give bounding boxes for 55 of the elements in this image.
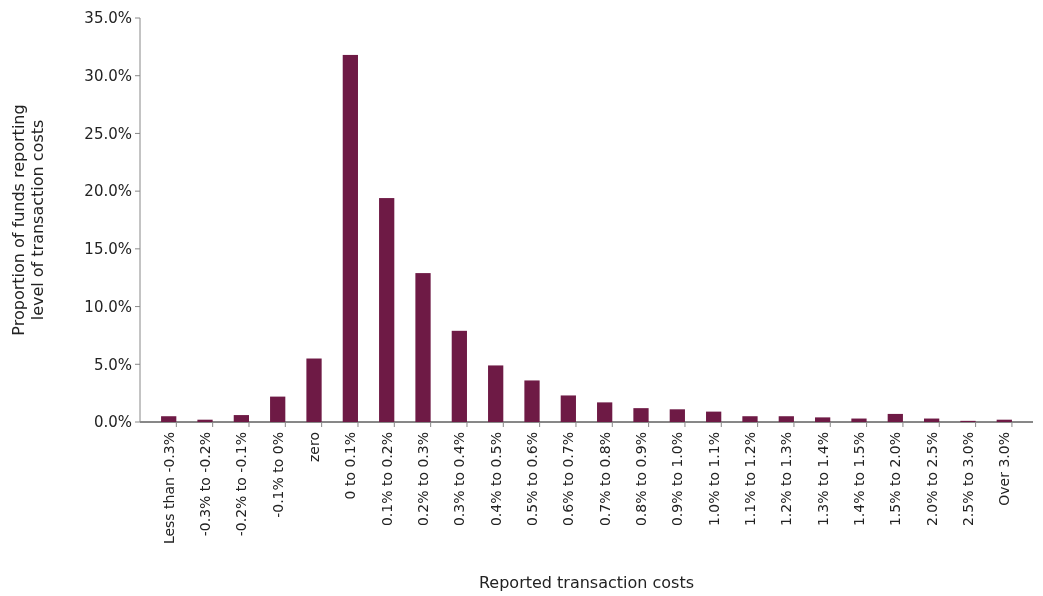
x-tick-label: 1.2% to 1.3% (778, 432, 795, 527)
x-tick-label: 1.1% to 1.2% (741, 432, 758, 527)
bar (379, 198, 395, 422)
y-tick-label: 15.0% (84, 240, 132, 259)
x-tick-label: Over 3.0% (996, 432, 1013, 506)
x-tick-label: 1.0% to 1.1% (705, 432, 722, 527)
x-tick-label: 0 to 0.1% (342, 432, 359, 500)
bar (778, 416, 794, 422)
bar (161, 416, 177, 422)
bar (233, 415, 249, 422)
bar (197, 419, 213, 422)
bar (597, 402, 613, 422)
x-axis-title: Reported transaction costs (478, 573, 695, 592)
y-tick-label: 10.0% (84, 297, 132, 316)
y-tick-label: 0.0% (93, 413, 132, 432)
y-tick-label: 25.0% (84, 124, 132, 143)
x-tick-label: 0.2% to 0.3% (414, 432, 431, 527)
x-tick-label: 0.4% to 0.5% (487, 432, 504, 527)
x-tick-label: 0.8% to 0.9% (632, 432, 649, 527)
x-tick-label: 0.3% to 0.4% (451, 432, 468, 527)
bar (669, 409, 685, 422)
x-tick-label: -0.2% to -0.1% (233, 432, 250, 537)
bar (560, 395, 576, 422)
y-tick-label: 20.0% (84, 182, 132, 201)
bar (742, 416, 758, 422)
bar (633, 408, 649, 422)
x-tick-label: 1.4% to 1.5% (850, 432, 867, 527)
x-tick-label: -0.1% to 0% (269, 432, 286, 518)
x-tick-label: 0.5% to 0.6% (523, 432, 540, 527)
x-tick-label: 0.6% to 0.7% (560, 432, 577, 527)
x-tick-label: 2.0% to 2.5% (923, 432, 940, 527)
bar (342, 54, 358, 422)
y-tick-label: 5.0% (93, 355, 132, 374)
bar (524, 380, 540, 422)
bar (887, 413, 903, 422)
x-tick-label: -0.3% to -0.2% (196, 432, 213, 537)
bar (851, 418, 867, 422)
x-tick-label: 0.9% to 1.0% (669, 432, 686, 527)
bar (415, 273, 431, 422)
bar (706, 411, 722, 422)
x-tick-label: zero (305, 432, 322, 462)
bar (815, 417, 831, 422)
x-tick-label: 0.1% to 0.2% (378, 432, 395, 527)
x-tick-label: 2.5% to 3.0% (959, 432, 976, 527)
y-tick-label: 30.0% (84, 66, 132, 85)
bar (488, 365, 504, 422)
x-tick-label: Less than -0.3% (160, 432, 177, 545)
x-tick-label: 0.7% to 0.8% (596, 432, 613, 527)
bar (306, 358, 322, 422)
x-tick-label: 1.3% to 1.4% (814, 432, 831, 527)
y-axis-title: Proportion of funds reporting level of transaction costs (9, 104, 48, 336)
bar (270, 396, 286, 422)
bar (451, 330, 467, 422)
y-tick-label: 35.0% (84, 9, 132, 28)
x-tick-label: 1.5% to 2.0% (887, 432, 904, 527)
